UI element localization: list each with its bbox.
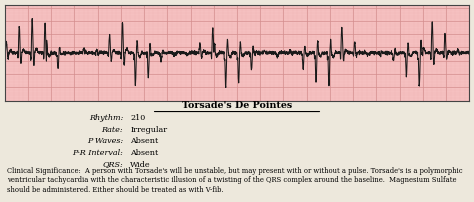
Text: Irregular: Irregular xyxy=(130,125,167,133)
Text: Wide: Wide xyxy=(130,160,151,168)
Text: P-R Interval:: P-R Interval: xyxy=(73,148,123,156)
Text: Rhythm:: Rhythm: xyxy=(89,114,123,122)
Text: Absent: Absent xyxy=(130,148,159,156)
Text: Clinical Significance:  A person with Torsade's will be unstable, but may presen: Clinical Significance: A person with Tor… xyxy=(7,166,463,193)
Text: Rate:: Rate: xyxy=(101,125,123,133)
Text: P Waves:: P Waves: xyxy=(87,137,123,144)
Text: Torsade's De Pointes: Torsade's De Pointes xyxy=(182,101,292,110)
Text: QRS:: QRS: xyxy=(102,160,123,168)
Text: Absent: Absent xyxy=(130,137,159,144)
Text: 210: 210 xyxy=(130,114,146,122)
